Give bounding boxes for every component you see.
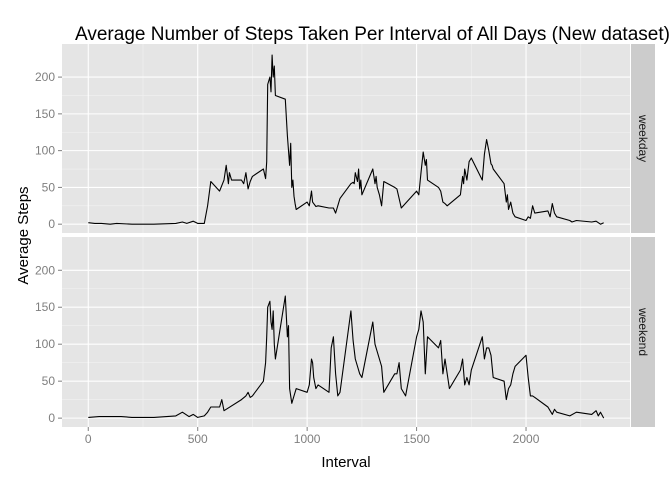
y-tick-label: 150 (35, 107, 55, 121)
chart-title: Average Number of Steps Taken Per Interv… (75, 24, 670, 45)
facet-panels: 0 50 100 150 200 weekday 0 50 100 150 200 weekend 0 5… (35, 44, 655, 446)
x-tick-label: 0 (85, 432, 92, 446)
y-axis-title: Average Steps (15, 186, 32, 284)
facet-strip (631, 237, 655, 427)
y-tick-label: 0 (48, 411, 55, 425)
y-tick-label: 200 (35, 70, 55, 84)
x-axis-title: Interval (321, 454, 370, 471)
y-tick-label: 100 (35, 144, 55, 158)
x-tick-label: 1000 (294, 432, 321, 446)
y-tick-label: 0 (48, 217, 55, 231)
series-line-weekend (88, 295, 605, 419)
facet-panel-weekend: 0 50 100 150 200 weekend (35, 237, 655, 427)
facet-strip (631, 44, 655, 233)
panel-background (62, 44, 630, 233)
facet-strip-label: weekend (636, 307, 650, 356)
facet-panel-weekday: 0 50 100 150 200 weekday (35, 44, 655, 233)
x-tick-label: 2000 (513, 432, 540, 446)
facet-strip-label: weekday (636, 114, 650, 162)
x-tick-label: 500 (188, 432, 208, 446)
y-tick-label: 50 (42, 180, 56, 194)
series-line-weekday (88, 54, 604, 225)
y-tick-label: 150 (35, 300, 55, 314)
panel-background (62, 237, 630, 427)
y-tick-label: 200 (35, 263, 55, 277)
y-tick-label: 100 (35, 337, 55, 351)
x-tick-label: 1500 (403, 432, 430, 446)
y-tick-label: 50 (42, 374, 56, 388)
